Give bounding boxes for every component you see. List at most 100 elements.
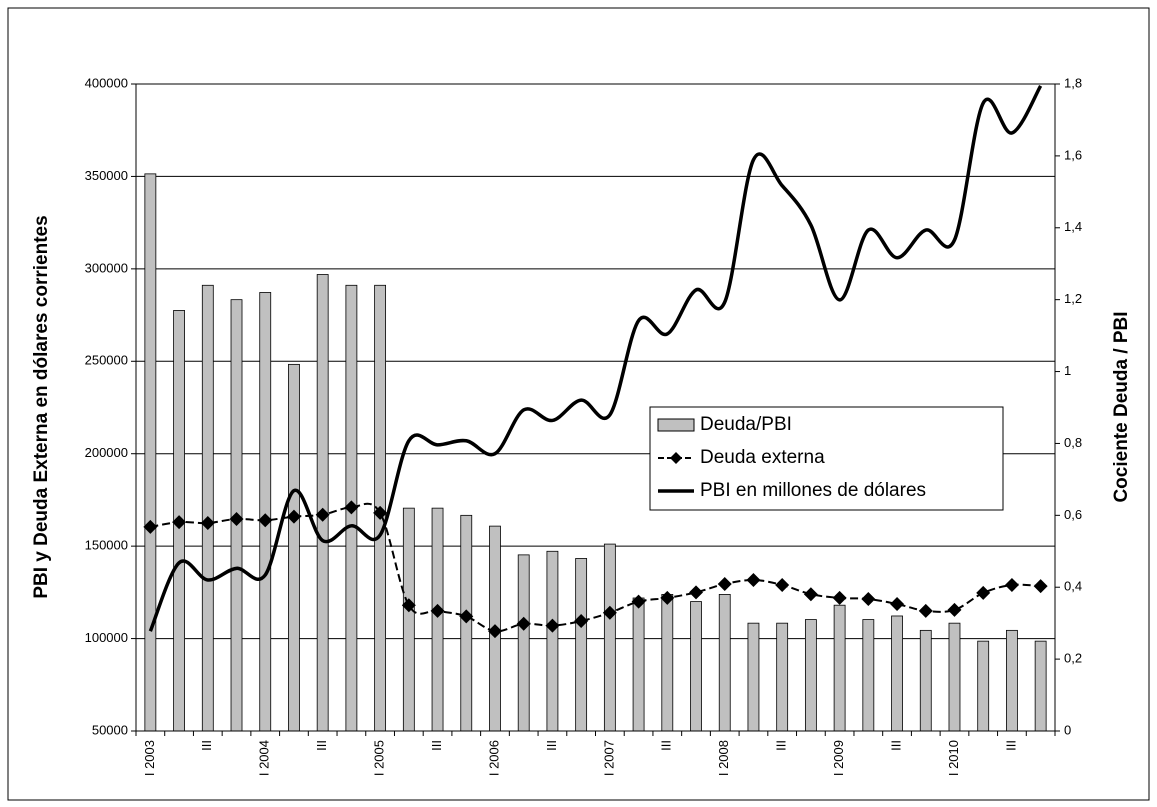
y2-tick-label: 1,6 <box>1064 147 1082 162</box>
bar <box>718 594 731 732</box>
marker <box>890 597 905 612</box>
marker <box>373 505 388 520</box>
x-tick-label: I 2003 <box>142 740 157 776</box>
marker <box>459 609 474 624</box>
line <box>150 502 1041 633</box>
bar <box>776 622 789 732</box>
chart-frame <box>7 7 1150 801</box>
marker <box>545 618 560 633</box>
y2-tick-label: 0 <box>1064 722 1071 737</box>
x-tick-label: I 2005 <box>372 740 387 776</box>
x-tick-label: III <box>199 740 214 751</box>
marker <box>689 585 704 600</box>
marker <box>746 572 761 587</box>
marker <box>976 585 991 600</box>
y2-axis-label: Cociente Deuda / PBI <box>1111 311 1132 502</box>
bar <box>1034 640 1047 732</box>
marker <box>487 624 502 639</box>
y-tick-label: 100000 <box>85 630 128 645</box>
marker <box>172 515 187 530</box>
bar <box>948 622 961 732</box>
y-tick-label: 250000 <box>85 353 128 368</box>
bar <box>431 507 444 732</box>
y-axis-label: PBI y Deuda Externa en dólares corriente… <box>31 215 52 598</box>
bar <box>517 554 530 732</box>
marker <box>775 577 790 592</box>
bar <box>402 507 415 732</box>
marker <box>143 519 158 534</box>
marker <box>344 500 359 515</box>
x-tick-label: I 2008 <box>716 740 731 776</box>
marker <box>315 507 330 522</box>
y-tick-label: 300000 <box>85 260 128 275</box>
marker <box>430 603 445 618</box>
y2-tick-label: 0,6 <box>1064 507 1082 522</box>
x-tick-label: I 2007 <box>601 740 616 776</box>
marker <box>717 577 732 592</box>
marker <box>947 602 962 617</box>
marker <box>631 594 646 609</box>
bar <box>833 604 846 732</box>
marker <box>1004 577 1019 592</box>
x-tick-label: I 2010 <box>946 740 961 776</box>
bar <box>661 594 674 732</box>
marker <box>660 590 675 605</box>
y2-tick-label: 1,4 <box>1064 219 1082 234</box>
y-tick-label: 200000 <box>85 445 128 460</box>
y2-tick-label: 0,4 <box>1064 579 1082 594</box>
marker <box>918 603 933 618</box>
marker <box>602 605 617 620</box>
marker <box>1033 579 1048 594</box>
bar <box>632 597 645 732</box>
y2-tick-label: 0,2 <box>1064 651 1082 666</box>
y2-tick-label: 1,8 <box>1064 75 1082 90</box>
bar <box>977 640 990 732</box>
legend-label: Deuda externa <box>700 447 825 468</box>
y-tick-label: 50000 <box>92 722 128 737</box>
marker <box>832 590 847 605</box>
x-tick-label: I 2009 <box>831 740 846 776</box>
y-tick-label: 350000 <box>85 168 128 183</box>
bar <box>575 558 588 732</box>
bar <box>288 363 300 732</box>
marker <box>516 616 531 631</box>
marker <box>574 614 589 629</box>
y-tick-label: 400000 <box>85 75 128 90</box>
bar <box>259 292 272 732</box>
bar <box>747 622 760 732</box>
x-tick-label: III <box>774 740 789 751</box>
marker <box>401 598 416 613</box>
legend-label: Deuda/PBI <box>700 414 792 435</box>
x-tick-label: III <box>1003 740 1018 751</box>
x-tick-label: I 2004 <box>257 740 272 776</box>
marker <box>200 516 215 531</box>
x-tick-label: I 2006 <box>486 740 501 776</box>
bar <box>862 619 875 732</box>
x-tick-label: III <box>888 740 903 751</box>
bar <box>804 619 817 732</box>
marker <box>229 511 244 526</box>
y2-tick-label: 1 <box>1064 363 1071 378</box>
bar <box>1006 629 1018 732</box>
x-tick-label: III <box>314 740 329 751</box>
marker <box>861 592 876 607</box>
bar <box>603 543 616 732</box>
legend-label: PBI en millones de dólares <box>700 480 926 501</box>
y-tick-label: 150000 <box>85 538 128 553</box>
bar <box>690 601 702 732</box>
y2-tick-label: 0,8 <box>1064 435 1082 450</box>
bar <box>201 284 214 732</box>
bar <box>316 274 329 732</box>
x-tick-label: III <box>429 740 444 751</box>
line <box>148 84 1043 632</box>
bar <box>891 615 903 732</box>
x-tick-label: III <box>544 740 559 751</box>
legend-marker <box>670 452 682 464</box>
bar <box>546 550 559 732</box>
bar <box>144 173 157 732</box>
bar <box>919 629 932 732</box>
marker <box>258 513 273 528</box>
marker <box>803 587 818 602</box>
legend-swatch <box>657 418 695 432</box>
marker <box>286 509 301 524</box>
